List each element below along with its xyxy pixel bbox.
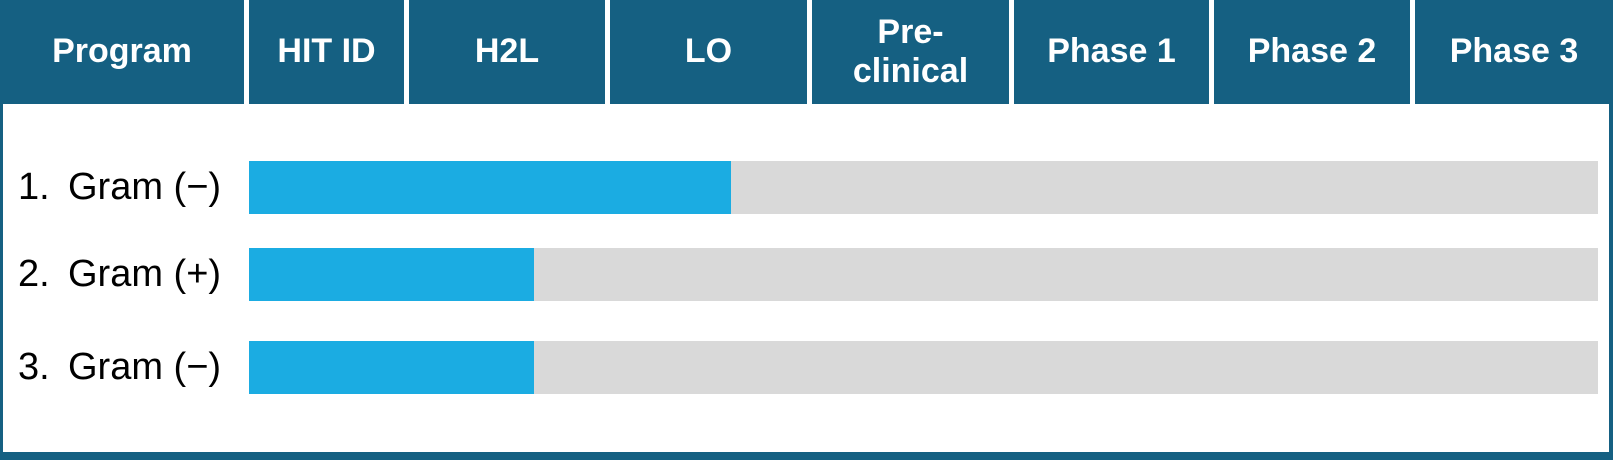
header-cell-lo: LO bbox=[605, 0, 807, 104]
program-row-3: 3. Gram (−) bbox=[3, 341, 1609, 394]
program-label: Gram (−) bbox=[68, 346, 222, 388]
header-cell-program: Program bbox=[52, 32, 192, 71]
progress-bar-fill bbox=[249, 161, 731, 214]
header-cell-hit-id: HIT ID bbox=[244, 0, 404, 104]
program-label: Gram (+) bbox=[68, 253, 222, 295]
program-index: 1. bbox=[18, 166, 50, 208]
stage-header-row: Program HIT ID H2L LO Pre-clinical Phase… bbox=[0, 0, 1613, 104]
header-cell-phase3: Phase 3 bbox=[1410, 0, 1613, 104]
header-cell-phase1: Phase 1 bbox=[1009, 0, 1209, 104]
program-index: 2. bbox=[18, 253, 50, 295]
program-index: 3. bbox=[18, 346, 50, 388]
program-label: Gram (−) bbox=[68, 166, 222, 208]
chart-body: 1. Gram (−) 2. Gram (+) 3. Gram (−) bbox=[0, 104, 1613, 460]
program-row-1: 1. Gram (−) bbox=[3, 161, 1609, 214]
progress-bar-fill bbox=[249, 248, 534, 301]
progress-bar-fill bbox=[249, 341, 534, 394]
progress-track bbox=[249, 341, 1598, 394]
header-cell-h2l: H2L bbox=[404, 0, 605, 104]
progress-track bbox=[249, 248, 1598, 301]
program-row-2: 2. Gram (+) bbox=[3, 248, 1609, 301]
progress-track bbox=[249, 161, 1598, 214]
header-cell-preclinical: Pre-clinical bbox=[807, 0, 1009, 104]
header-cell-phase2: Phase 2 bbox=[1209, 0, 1410, 104]
